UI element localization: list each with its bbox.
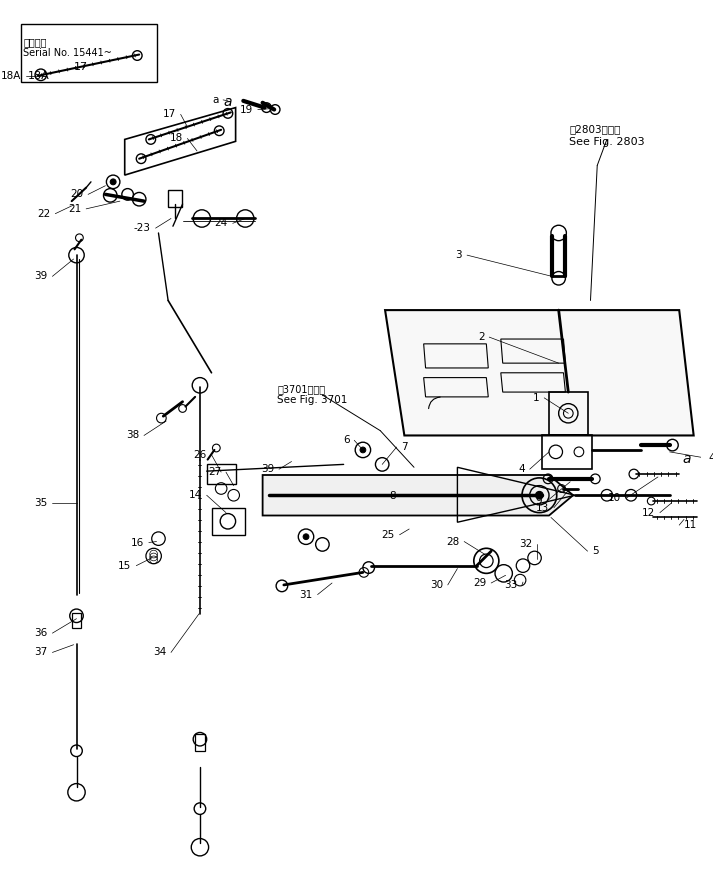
Polygon shape bbox=[385, 310, 694, 435]
Text: 25: 25 bbox=[381, 530, 395, 539]
Text: 11: 11 bbox=[684, 521, 697, 530]
Text: 15: 15 bbox=[118, 561, 131, 571]
Text: 16: 16 bbox=[130, 538, 144, 547]
Text: 17: 17 bbox=[74, 63, 88, 73]
Text: 34: 34 bbox=[153, 648, 166, 658]
Text: 27: 27 bbox=[208, 467, 221, 477]
Bar bbox=[195, 735, 205, 751]
Text: 第3701図参照: 第3701図参照 bbox=[277, 384, 325, 394]
Text: 33: 33 bbox=[504, 580, 517, 590]
Text: 30: 30 bbox=[430, 580, 443, 590]
Text: Serial No. 15441~: Serial No. 15441~ bbox=[24, 47, 113, 58]
Text: 2: 2 bbox=[478, 332, 484, 342]
Text: 18A: 18A bbox=[1, 71, 21, 81]
Text: 36: 36 bbox=[34, 628, 48, 638]
Text: 1: 1 bbox=[533, 392, 539, 403]
Text: a: a bbox=[212, 95, 218, 105]
Text: 21: 21 bbox=[68, 204, 81, 214]
Text: a: a bbox=[224, 95, 232, 109]
Text: 第2803図参照: 第2803図参照 bbox=[569, 124, 620, 134]
Polygon shape bbox=[262, 475, 573, 515]
Bar bbox=[21, 23, 157, 82]
Text: 28: 28 bbox=[446, 537, 459, 547]
Text: 24: 24 bbox=[215, 219, 228, 228]
Text: 5: 5 bbox=[593, 547, 599, 556]
Circle shape bbox=[111, 179, 116, 185]
Text: 12: 12 bbox=[642, 508, 655, 518]
Text: 22: 22 bbox=[37, 209, 51, 219]
Text: 17: 17 bbox=[163, 109, 176, 119]
Text: 18: 18 bbox=[169, 134, 183, 143]
Bar bbox=[168, 190, 182, 207]
Text: 32: 32 bbox=[519, 539, 533, 549]
Text: 3: 3 bbox=[456, 250, 462, 260]
Text: -23: -23 bbox=[134, 223, 150, 233]
Text: 9: 9 bbox=[535, 496, 543, 506]
Text: 13: 13 bbox=[535, 503, 549, 513]
Text: a: a bbox=[682, 452, 691, 466]
Circle shape bbox=[535, 491, 543, 499]
Text: 10: 10 bbox=[608, 493, 621, 504]
Text: 39: 39 bbox=[34, 271, 48, 281]
Text: 4: 4 bbox=[518, 464, 525, 474]
Text: 適用考橋: 適用考橋 bbox=[24, 38, 47, 47]
Text: 29: 29 bbox=[473, 578, 486, 588]
Text: 38: 38 bbox=[126, 430, 139, 441]
Text: 18A: 18A bbox=[29, 71, 50, 81]
Text: 8: 8 bbox=[389, 491, 396, 501]
Bar bbox=[72, 613, 81, 628]
Text: 14: 14 bbox=[189, 490, 202, 500]
Text: 37: 37 bbox=[34, 648, 48, 658]
Text: 20: 20 bbox=[70, 189, 83, 200]
Text: See Fig. 2803: See Fig. 2803 bbox=[569, 136, 645, 147]
Text: 39: 39 bbox=[261, 464, 275, 474]
Text: 35: 35 bbox=[34, 498, 48, 508]
Circle shape bbox=[360, 447, 366, 452]
Text: 7: 7 bbox=[401, 442, 408, 452]
Text: 6: 6 bbox=[343, 435, 349, 445]
Text: See Fig. 3701: See Fig. 3701 bbox=[277, 395, 347, 405]
Text: 4: 4 bbox=[708, 452, 713, 462]
Text: 31: 31 bbox=[299, 590, 313, 599]
Circle shape bbox=[303, 534, 309, 539]
Text: 19: 19 bbox=[240, 105, 253, 115]
Text: 26: 26 bbox=[193, 450, 207, 460]
